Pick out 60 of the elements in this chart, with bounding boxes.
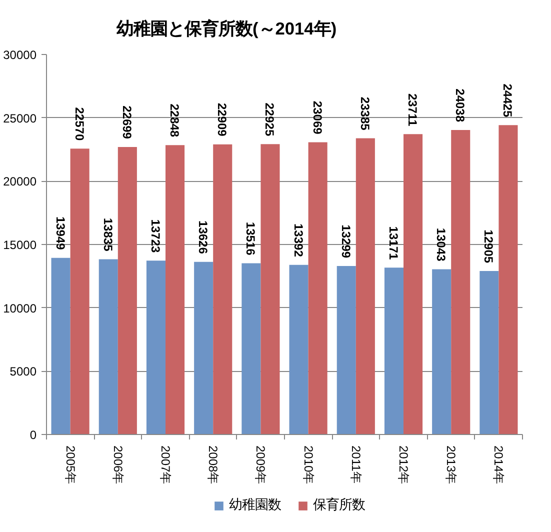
x-tick-label: 2007年 xyxy=(158,446,172,484)
x-tick-label: 2010年 xyxy=(301,446,316,484)
x-tick-label: 2011年 xyxy=(348,446,363,484)
x-tick-label: 2006年 xyxy=(110,446,125,484)
x-tick-label: 2009年 xyxy=(254,446,268,484)
bar xyxy=(404,134,423,434)
bar xyxy=(242,263,261,434)
bar xyxy=(336,266,356,434)
x-tick-label: 2012年 xyxy=(396,446,410,484)
bar xyxy=(213,144,232,434)
x-tick-label: 2014年 xyxy=(492,446,506,484)
y-tick-label: 0 xyxy=(30,428,37,442)
bar xyxy=(289,264,308,434)
data-label: 13626 xyxy=(196,220,210,254)
data-label: 13723 xyxy=(148,219,162,253)
data-label: 22570 xyxy=(72,107,86,141)
y-tick-label: 15000 xyxy=(3,238,37,252)
x-tick-label: 2013年 xyxy=(444,446,458,484)
bar xyxy=(166,145,185,434)
data-label: 24038 xyxy=(453,88,468,122)
y-tick-label: 25000 xyxy=(3,111,37,126)
data-label: 22699 xyxy=(120,106,134,140)
bar xyxy=(498,125,518,434)
legend-label: 保育所数 xyxy=(313,496,365,514)
y-tick-label: 20000 xyxy=(3,174,37,189)
data-label: 13949 xyxy=(53,216,68,250)
data-label: 13516 xyxy=(244,222,258,256)
data-label: 24425 xyxy=(500,84,515,118)
bar xyxy=(70,148,90,434)
bar xyxy=(98,259,118,434)
bar xyxy=(260,144,280,434)
bar xyxy=(480,271,499,434)
bar xyxy=(308,142,328,434)
bar xyxy=(451,130,470,434)
data-label: 13835 xyxy=(100,218,115,252)
data-label: 23711 xyxy=(406,93,420,126)
y-tick-label: 5000 xyxy=(10,364,37,379)
x-tick-label: 2005年 xyxy=(63,446,78,484)
data-label: 12905 xyxy=(482,230,496,264)
bar xyxy=(384,268,404,434)
bar xyxy=(432,269,452,434)
y-tick-label: 10000 xyxy=(3,301,37,316)
data-label: 23385 xyxy=(358,96,372,131)
bar xyxy=(146,260,166,434)
bar xyxy=(356,138,375,434)
data-label: 23069 xyxy=(310,100,324,135)
data-label: 22909 xyxy=(215,102,230,137)
data-label: 13299 xyxy=(338,224,353,258)
data-label: 22925 xyxy=(262,102,277,136)
data-label: 13043 xyxy=(434,228,448,262)
y-tick-label: 30000 xyxy=(3,48,37,62)
chart-title: 幼稚園と保育所数(～2014年) xyxy=(116,18,337,38)
x-tick-label: 2008年 xyxy=(206,446,220,484)
data-label: 22848 xyxy=(168,104,182,138)
data-label: 13392 xyxy=(291,224,306,258)
bar xyxy=(194,262,214,434)
data-label: 13171 xyxy=(386,226,400,260)
legend-label: 幼稚園数 xyxy=(229,496,281,514)
bar xyxy=(118,146,137,434)
bar xyxy=(51,258,70,434)
